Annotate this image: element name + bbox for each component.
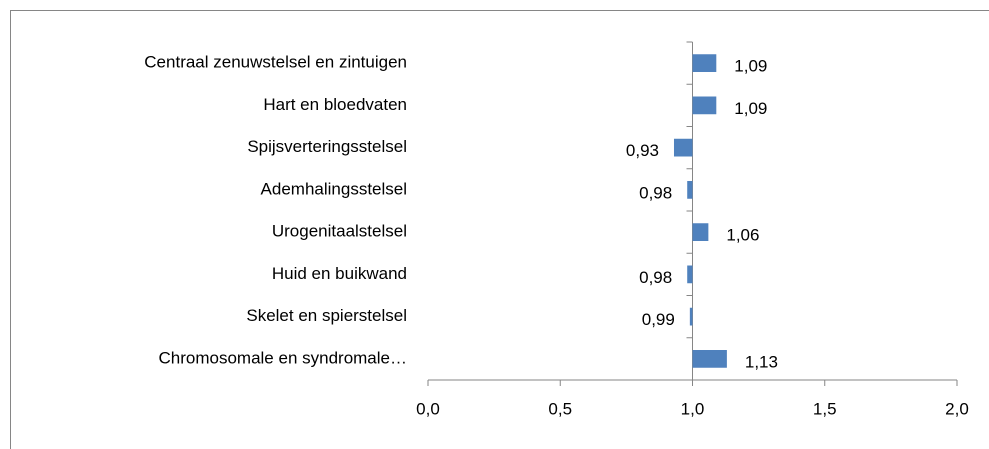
y-tick-label: Huid en buikwand	[272, 264, 407, 283]
y-tick-label: Chromosomale en syndromale…	[159, 348, 408, 367]
x-tick-label: 2,0	[945, 399, 969, 418]
bar	[692, 96, 717, 115]
bar	[692, 223, 709, 241]
chart-border	[10, 10, 989, 449]
bar	[687, 265, 693, 284]
bar	[692, 350, 727, 368]
y-tick-label: Urogenitaalstelsel	[272, 222, 407, 241]
x-tick-label: 1,0	[681, 399, 705, 418]
value-label: 0,99	[642, 310, 675, 329]
y-tick-label: Hart en bloedvaten	[263, 95, 407, 114]
y-tick-label: Ademhalingsstelsel	[261, 179, 407, 198]
value-label: 0,93	[626, 141, 659, 160]
y-tick-label: Centraal zenuwstelsel en zintuigen	[144, 53, 407, 72]
bar	[692, 54, 717, 72]
x-tick-label: 0,5	[548, 399, 572, 418]
y-tick-label: Spijsverteringsstelsel	[247, 137, 407, 156]
value-label: 1,09	[734, 99, 767, 118]
bar	[673, 138, 693, 157]
x-tick-label: 1,5	[813, 399, 837, 418]
value-label: 1,06	[726, 226, 759, 245]
bar	[689, 307, 693, 326]
y-tick-label: Skelet en spierstelsel	[246, 306, 407, 325]
value-label: 1,09	[734, 57, 767, 76]
value-label: 1,13	[745, 352, 778, 371]
bar	[687, 181, 693, 199]
x-tick-label: 0,0	[416, 399, 440, 418]
value-label: 0,98	[639, 183, 672, 202]
value-label: 0,98	[639, 268, 672, 287]
